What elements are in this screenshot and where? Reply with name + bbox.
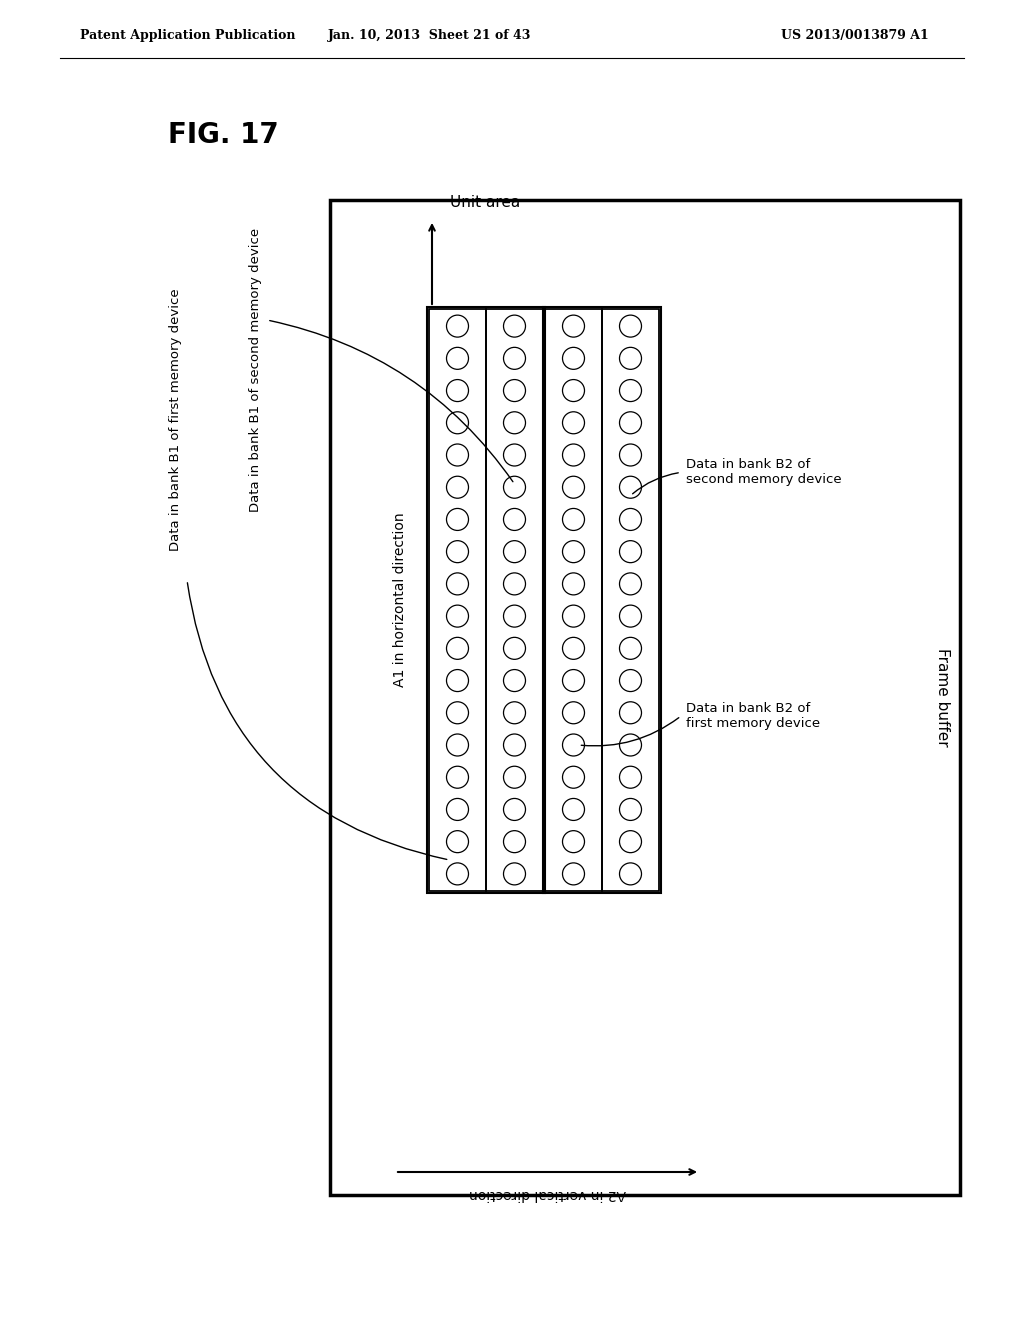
Circle shape <box>620 444 641 466</box>
Circle shape <box>446 702 469 723</box>
Text: Data in bank B2 of
second memory device: Data in bank B2 of second memory device <box>686 458 842 486</box>
Circle shape <box>504 605 525 627</box>
Circle shape <box>446 638 469 659</box>
Circle shape <box>504 734 525 756</box>
Circle shape <box>620 605 641 627</box>
Circle shape <box>620 830 641 853</box>
Circle shape <box>620 347 641 370</box>
Circle shape <box>620 638 641 659</box>
Circle shape <box>562 799 585 821</box>
Circle shape <box>446 477 469 498</box>
Bar <box>602 309 659 891</box>
Circle shape <box>562 605 585 627</box>
Circle shape <box>446 541 469 562</box>
Circle shape <box>562 702 585 723</box>
Circle shape <box>504 863 525 884</box>
Circle shape <box>446 669 469 692</box>
Circle shape <box>620 669 641 692</box>
Circle shape <box>620 508 641 531</box>
Text: Data in bank B2 of
first memory device: Data in bank B2 of first memory device <box>686 702 820 730</box>
Bar <box>543 308 662 894</box>
Bar <box>427 308 545 894</box>
Text: US 2013/0013879 A1: US 2013/0013879 A1 <box>781 29 929 41</box>
Circle shape <box>620 541 641 562</box>
Circle shape <box>504 799 525 821</box>
Circle shape <box>504 315 525 337</box>
Circle shape <box>504 638 525 659</box>
Circle shape <box>620 766 641 788</box>
Text: Data in bank B1 of first memory device: Data in bank B1 of first memory device <box>169 289 181 552</box>
Text: A2 in vertical direction: A2 in vertical direction <box>469 1187 626 1201</box>
Circle shape <box>562 541 585 562</box>
Circle shape <box>504 412 525 434</box>
Circle shape <box>504 669 525 692</box>
Circle shape <box>504 541 525 562</box>
Circle shape <box>446 863 469 884</box>
Text: FIG. 17: FIG. 17 <box>168 121 279 149</box>
Circle shape <box>562 766 585 788</box>
Circle shape <box>504 380 525 401</box>
Circle shape <box>562 830 585 853</box>
Bar <box>545 309 602 891</box>
Circle shape <box>504 477 525 498</box>
Circle shape <box>446 315 469 337</box>
Bar <box>486 309 543 891</box>
Circle shape <box>504 830 525 853</box>
Bar <box>429 309 486 891</box>
Circle shape <box>446 573 469 595</box>
Circle shape <box>446 380 469 401</box>
Circle shape <box>562 347 585 370</box>
Circle shape <box>620 734 641 756</box>
Circle shape <box>562 444 585 466</box>
Circle shape <box>562 508 585 531</box>
Circle shape <box>620 863 641 884</box>
Circle shape <box>446 766 469 788</box>
Text: Jan. 10, 2013  Sheet 21 of 43: Jan. 10, 2013 Sheet 21 of 43 <box>329 29 531 41</box>
Circle shape <box>446 347 469 370</box>
Circle shape <box>504 508 525 531</box>
Circle shape <box>562 315 585 337</box>
Circle shape <box>446 734 469 756</box>
Circle shape <box>562 412 585 434</box>
Text: Frame buffer: Frame buffer <box>935 648 949 747</box>
Bar <box>330 201 961 1195</box>
Circle shape <box>504 766 525 788</box>
Circle shape <box>620 315 641 337</box>
Circle shape <box>562 638 585 659</box>
Circle shape <box>562 477 585 498</box>
Circle shape <box>446 799 469 821</box>
Circle shape <box>504 347 525 370</box>
Circle shape <box>446 508 469 531</box>
Circle shape <box>620 380 641 401</box>
Circle shape <box>620 412 641 434</box>
Circle shape <box>562 573 585 595</box>
Circle shape <box>562 734 585 756</box>
Text: Data in bank B1 of second memory device: Data in bank B1 of second memory device <box>249 228 261 512</box>
Text: Patent Application Publication: Patent Application Publication <box>80 29 296 41</box>
Circle shape <box>620 702 641 723</box>
Circle shape <box>620 799 641 821</box>
Circle shape <box>504 702 525 723</box>
Circle shape <box>504 573 525 595</box>
Circle shape <box>620 477 641 498</box>
Circle shape <box>446 412 469 434</box>
Circle shape <box>562 669 585 692</box>
Circle shape <box>446 830 469 853</box>
Circle shape <box>562 863 585 884</box>
Circle shape <box>620 573 641 595</box>
Text: A1 in horizontal direction: A1 in horizontal direction <box>393 512 407 688</box>
Circle shape <box>446 444 469 466</box>
Circle shape <box>504 444 525 466</box>
Circle shape <box>562 380 585 401</box>
Text: Unit area: Unit area <box>450 195 520 210</box>
Circle shape <box>446 605 469 627</box>
